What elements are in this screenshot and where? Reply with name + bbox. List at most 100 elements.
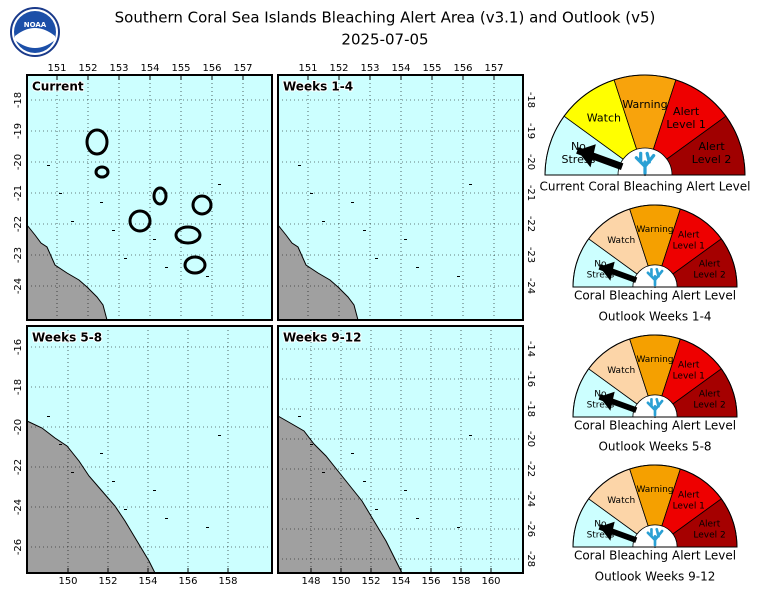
- gauge-caption: Coral Bleaching Alert Level: [574, 549, 736, 563]
- reef-mark: [124, 509, 127, 510]
- reef-mark: [71, 472, 74, 473]
- panel-frame: [26, 325, 273, 574]
- segment-label: Level 1: [673, 502, 705, 512]
- segment-label: Stress: [587, 530, 615, 540]
- reef-mark: [100, 453, 103, 454]
- reef-mark: [298, 416, 301, 417]
- contour: [183, 255, 207, 275]
- contour: [85, 128, 109, 156]
- reef-mark: [351, 453, 354, 454]
- reef-mark: [469, 435, 472, 436]
- lat-label: -23: [13, 247, 24, 263]
- logo-bird: [15, 28, 55, 48]
- reef-mark: [416, 518, 419, 519]
- lat-label: -16: [525, 371, 536, 387]
- panel-frame: [277, 74, 524, 321]
- reef-mark: [112, 481, 115, 482]
- logo-text: NOAA: [24, 21, 47, 29]
- segment-label: Level 2: [692, 153, 732, 166]
- reef-mark: [310, 444, 313, 445]
- reef-mark: [153, 490, 156, 491]
- lon-label: 150: [58, 576, 77, 587]
- lat-label: -24: [525, 278, 536, 294]
- reef-mark: [71, 221, 74, 222]
- lat-label: -26: [13, 539, 24, 555]
- reef-mark: [310, 193, 313, 194]
- gauge-caption: Outlook Weeks 9-12: [595, 570, 716, 584]
- contour: [94, 165, 110, 179]
- lon-label: 156: [453, 63, 472, 74]
- lat-label: -22: [525, 461, 536, 477]
- map-panel: 150 152 154 156 158 -16 -18 -20 -22 -24 -26 Weeks 5…: [13, 325, 273, 587]
- reef-mark: [457, 276, 460, 277]
- lon-label: 150: [331, 576, 350, 587]
- segment-label: Alert: [678, 231, 700, 241]
- segment-label: Watch: [607, 496, 635, 506]
- reef-mark: [153, 239, 156, 240]
- reef-mark: [322, 472, 325, 473]
- reef-mark: [47, 416, 50, 417]
- lon-label: 158: [218, 576, 237, 587]
- gauge-outline: [572, 204, 738, 288]
- lon-label: 158: [451, 576, 470, 587]
- segment-label: Stress: [587, 400, 615, 410]
- coral-icon: [634, 151, 656, 175]
- lon-label: 152: [78, 63, 97, 74]
- lon-label: 152: [98, 576, 117, 587]
- lat-label: -18: [525, 92, 536, 108]
- segment-label: Watch: [607, 236, 635, 246]
- lat-label: -28: [525, 551, 536, 567]
- segment-label: Alert: [678, 361, 700, 371]
- segment-label: Watch: [607, 366, 635, 376]
- lon-label: 154: [391, 63, 410, 74]
- lon-label: 151: [298, 63, 317, 74]
- reef-mark: [218, 435, 221, 436]
- lat-label: -22: [13, 459, 24, 475]
- map-panels: 151 152 153 154 155 156 157 -18 -19 -20 -21 -22 -23 -…: [13, 63, 536, 587]
- lat-label: -18: [13, 379, 24, 395]
- panel-label: Weeks 5-8: [32, 331, 102, 345]
- gauge-needle-head: [599, 391, 615, 411]
- segment-label: Level 2: [693, 270, 725, 280]
- lat-label: -20: [13, 154, 24, 170]
- reef-mark: [363, 230, 366, 231]
- lon-label: 160: [481, 576, 500, 587]
- lon-label: 152: [329, 63, 348, 74]
- lat-label: -14: [525, 341, 536, 357]
- reef-mark: [112, 230, 115, 231]
- segment-label: Warning: [636, 225, 673, 235]
- gauge-caption: Outlook Weeks 1-4: [598, 310, 711, 324]
- reef-mark: [165, 518, 168, 519]
- reef-mark: [298, 165, 301, 166]
- reef-mark: [59, 193, 62, 194]
- lon-label: 154: [138, 576, 157, 587]
- reef-mark: [322, 221, 325, 222]
- segment-label: Stress: [587, 270, 615, 280]
- lat-label: -22: [525, 216, 536, 232]
- land: [26, 420, 156, 574]
- lon-label: 151: [47, 63, 66, 74]
- panel-frame: [277, 325, 524, 574]
- gauge-caption: Coral Bleaching Alert Level: [574, 419, 736, 433]
- segment-label: Watch: [587, 111, 621, 124]
- lat-label: -20: [525, 431, 536, 447]
- lat-label: -24: [525, 491, 536, 507]
- reef-mark: [404, 239, 407, 240]
- reef-mark: [404, 490, 407, 491]
- segment-label: Level 1: [666, 118, 706, 131]
- gauge-caption: Outlook Weeks 5-8: [598, 440, 711, 454]
- gauge-needle-head: [599, 261, 615, 281]
- map-panel: 151 152 153 154 155 156 157 -18 -19 -20 -21 -22 -23 -…: [13, 63, 273, 321]
- reef-mark: [351, 202, 354, 203]
- lat-label: -18: [525, 401, 536, 417]
- lon-label: 154: [391, 576, 410, 587]
- contour: [128, 209, 152, 233]
- reef-mark: [469, 184, 472, 185]
- segment-label: Alert: [699, 259, 721, 269]
- reef-mark: [59, 444, 62, 445]
